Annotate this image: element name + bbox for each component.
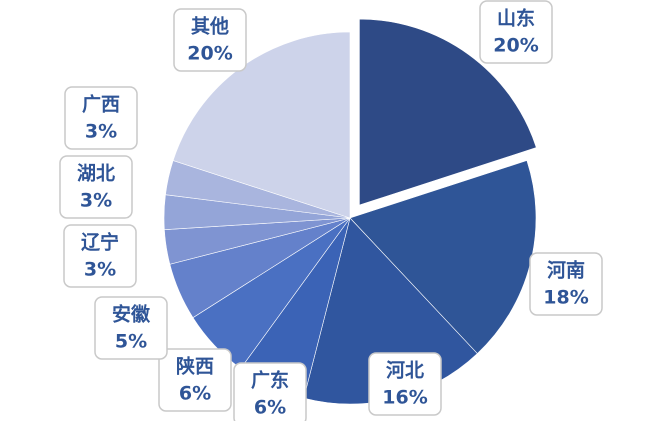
value-label: 20% bbox=[493, 35, 538, 57]
value-label: 5% bbox=[115, 331, 147, 353]
label-box bbox=[233, 362, 307, 421]
label-box bbox=[94, 296, 168, 360]
label-box bbox=[158, 348, 232, 412]
value-label: 3% bbox=[80, 190, 112, 212]
category-label: 山东 bbox=[497, 7, 535, 30]
value-label: 16% bbox=[382, 387, 427, 409]
category-label: 陕西 bbox=[176, 355, 214, 378]
category-label: 广东 bbox=[251, 369, 289, 392]
label-box bbox=[529, 252, 603, 316]
category-label: 安徽 bbox=[112, 303, 151, 326]
pie-slice bbox=[359, 18, 537, 206]
value-label: 18% bbox=[543, 287, 588, 309]
label-box bbox=[64, 86, 138, 150]
label-box bbox=[368, 352, 442, 416]
value-label: 3% bbox=[84, 259, 116, 281]
value-label: 6% bbox=[179, 383, 211, 405]
category-label: 河北 bbox=[386, 360, 424, 382]
category-label: 其他 bbox=[191, 15, 229, 38]
value-label: 3% bbox=[85, 121, 117, 143]
value-label: 20% bbox=[187, 43, 232, 65]
category-label: 辽宁 bbox=[81, 231, 119, 254]
label-box bbox=[59, 155, 133, 219]
value-label: 6% bbox=[254, 397, 286, 419]
category-label: 湖北 bbox=[77, 163, 115, 185]
label-box bbox=[479, 0, 553, 64]
category-label: 河南 bbox=[547, 260, 585, 282]
category-label: 广西 bbox=[82, 93, 120, 116]
label-box bbox=[173, 8, 247, 72]
label-box bbox=[63, 224, 137, 288]
